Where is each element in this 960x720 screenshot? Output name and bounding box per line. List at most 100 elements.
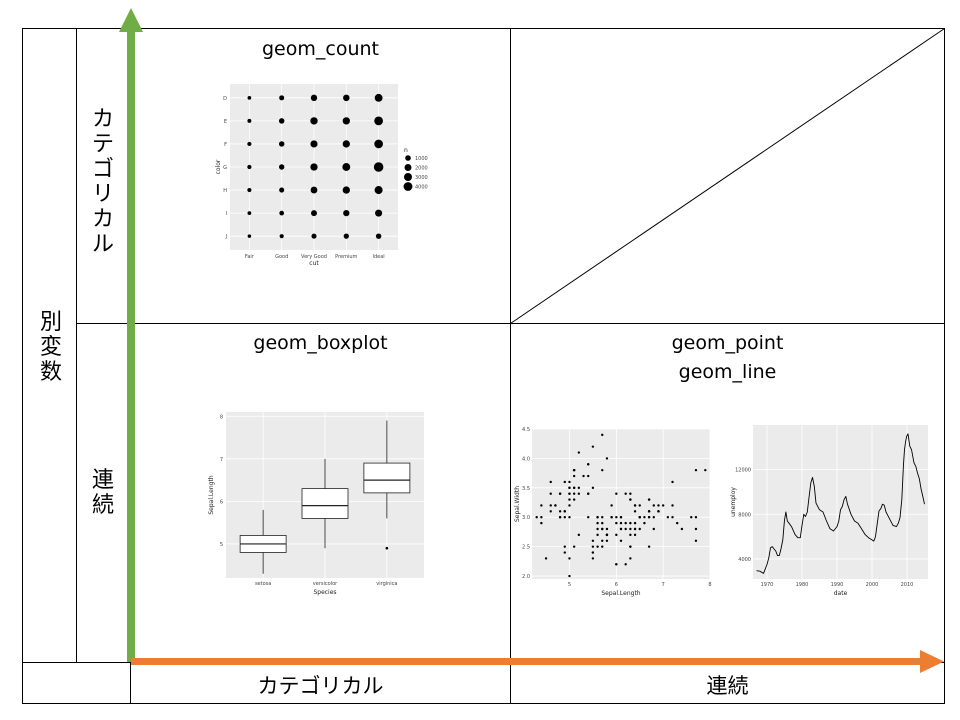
count-point <box>279 187 285 193</box>
y-tick-label: 8000 <box>738 512 751 518</box>
x-tick-label: Very Good <box>301 254 327 260</box>
col-header-continuous: 連続 <box>706 674 749 698</box>
scatter-point <box>572 498 576 501</box>
count-point <box>279 95 285 101</box>
y-tick-label: J <box>225 234 227 240</box>
scatter-point <box>563 480 566 484</box>
y-axis-label: Sepal.Width <box>514 486 521 522</box>
scatter-point <box>624 492 627 495</box>
y-axis-label: color <box>215 159 222 174</box>
scatter-point <box>619 539 623 542</box>
x-tick-label: 1990 <box>831 582 844 588</box>
x-tick-label: Ideal <box>373 254 385 260</box>
x-tick-label: Premium <box>335 254 357 260</box>
table-border <box>22 28 945 704</box>
count-point <box>342 117 350 125</box>
y-tick-label: 6 <box>220 499 223 505</box>
scatter-point <box>638 527 641 531</box>
scatter-point <box>591 545 595 548</box>
geom-point-plot: 5 6 7 8 2.0 2.5 3.0 3.5 4.0 4.5 Sepal.Length Sepal.… <box>514 427 712 597</box>
count-point <box>247 187 252 193</box>
scatter-point <box>619 521 623 525</box>
count-point <box>247 234 252 238</box>
scatter-point <box>629 527 632 531</box>
count-point <box>375 209 383 217</box>
y-tick-label: 4.5 <box>522 427 530 433</box>
legend-label: 1000 <box>415 156 428 162</box>
scatter-point <box>629 545 632 548</box>
panel-background <box>753 425 928 579</box>
legend-key <box>404 164 412 171</box>
x-axis-label: Sepal.Length <box>601 590 640 597</box>
scatter-point <box>591 557 595 560</box>
scatter-point <box>647 498 651 501</box>
scatter-point <box>591 539 595 542</box>
scatter-point <box>704 468 707 472</box>
scatter-point <box>624 527 627 531</box>
series-line <box>756 433 925 574</box>
x-tick-label: 6 <box>615 582 618 588</box>
scatter-point <box>633 533 637 537</box>
cell-title-geom-count: geom_count <box>262 38 379 60</box>
row-header-outer: 別変数 <box>39 310 62 385</box>
y-tick-label: 8 <box>220 414 223 420</box>
scatter-point <box>549 504 552 507</box>
scatter-point <box>558 516 562 519</box>
scatter-point <box>652 527 655 531</box>
scatter-point <box>690 516 693 519</box>
scatter-point <box>572 492 576 495</box>
scatter-point <box>596 545 599 548</box>
x-tick-label: 1970 <box>761 582 774 588</box>
x-tick-label: 8 <box>708 582 711 588</box>
count-point <box>373 162 384 172</box>
row-header-continuous: 連続 <box>91 468 114 518</box>
scatter-point <box>549 510 552 513</box>
y-axis-arrow <box>119 8 143 662</box>
count-point <box>247 141 252 147</box>
scatter-point <box>582 474 585 478</box>
scatter-point <box>624 563 627 566</box>
scatter-point <box>535 516 538 519</box>
scatter-point <box>633 521 637 525</box>
y-tick-label: H <box>223 188 227 194</box>
scatter-point <box>601 433 604 437</box>
scatter-point <box>694 527 698 531</box>
scatter-point <box>629 557 632 560</box>
x-tick-label: versicolor <box>313 581 338 587</box>
scatter-point <box>572 545 576 548</box>
x-tick-label: virginica <box>376 581 397 587</box>
scatter-point <box>629 533 632 537</box>
box <box>363 462 411 494</box>
x-axis-label: Species <box>313 589 336 596</box>
x-tick-label: 2010 <box>901 582 914 588</box>
scatter-point <box>596 521 599 525</box>
cell-title-geom-point: geom_point <box>671 332 784 354</box>
x-tick-label: 5 <box>568 582 571 588</box>
count-point <box>310 140 318 148</box>
scatter-point <box>558 510 562 513</box>
cell-title-geom-boxplot: geom_boxplot <box>253 332 388 354</box>
scatter-point <box>647 510 651 513</box>
count-point <box>374 116 383 126</box>
scatter-point <box>652 516 655 519</box>
outlier-point <box>385 546 389 550</box>
scatter-point <box>629 492 632 495</box>
legend-key <box>405 155 411 161</box>
y-tick-label: E <box>224 119 227 125</box>
count-point <box>279 234 284 239</box>
scatter-point <box>643 516 646 519</box>
scatter-point <box>694 468 698 472</box>
geom-line-plot: 1970 1980 1990 2000 2010 4000 8000 12000 date une… <box>730 425 928 597</box>
scatter-point <box>563 551 566 554</box>
count-point <box>374 93 383 102</box>
x-tick-label: setosa <box>255 581 271 587</box>
count-point <box>279 210 285 216</box>
count-point <box>310 163 318 171</box>
scatter-point <box>568 504 571 507</box>
y-tick-label: 4000 <box>738 557 751 563</box>
scatter-point <box>671 480 674 484</box>
scatter-point <box>647 545 651 548</box>
scatter-point <box>610 516 613 519</box>
scatter-point <box>558 492 562 495</box>
